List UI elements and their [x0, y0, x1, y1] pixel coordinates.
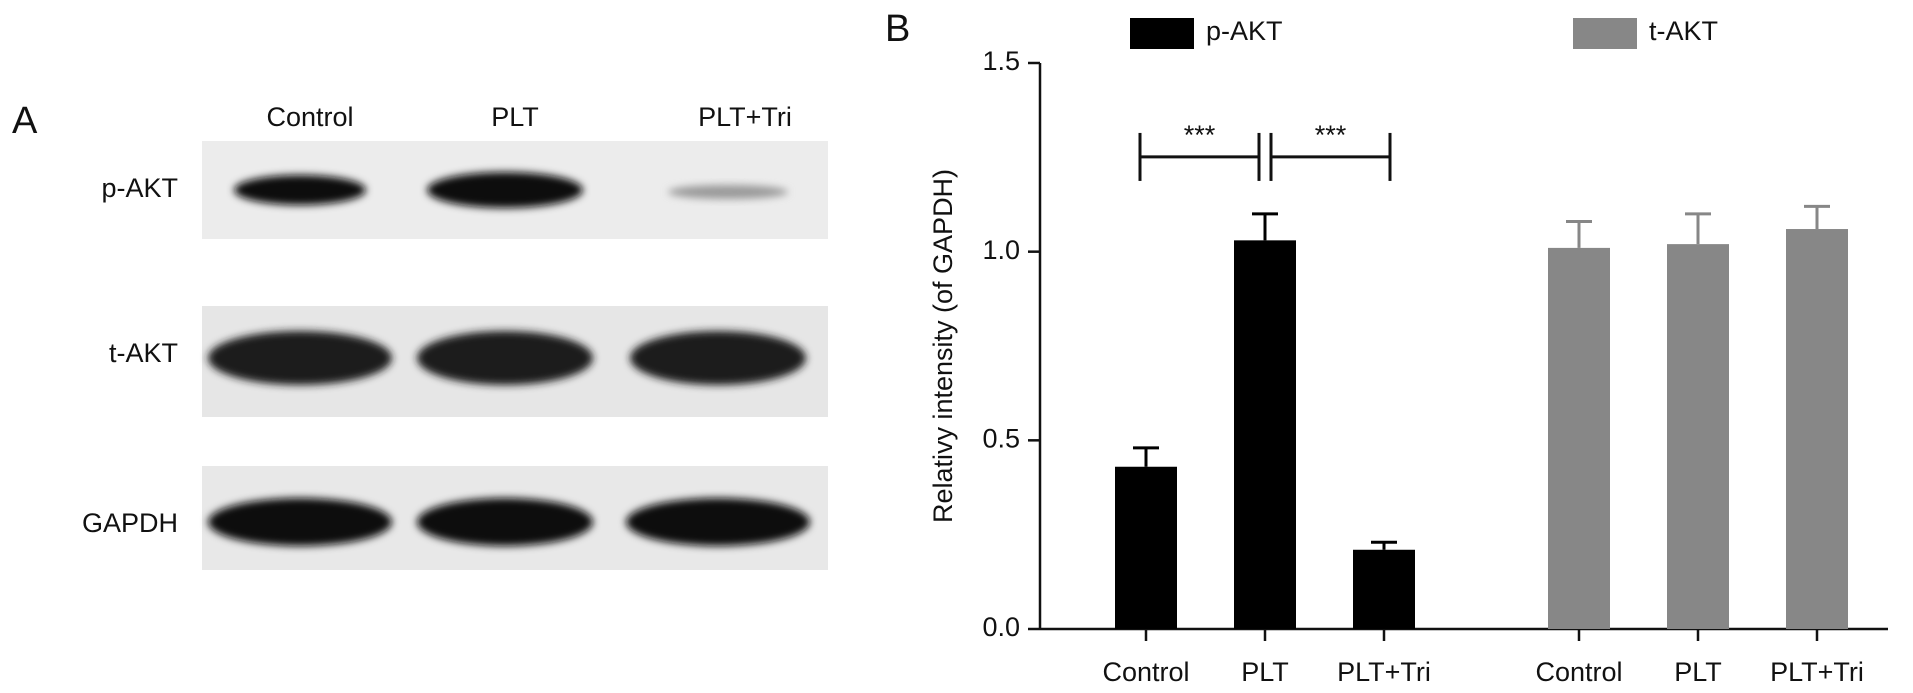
panel-label: A	[12, 100, 38, 142]
bar	[1234, 240, 1296, 629]
legend-swatch	[1130, 18, 1194, 49]
blot	[202, 141, 828, 570]
legend-swatch	[1573, 18, 1637, 49]
x-tick-label: PLT+Tri	[1770, 657, 1864, 687]
legend-label: t-AKT	[1649, 16, 1718, 46]
bar	[1115, 466, 1177, 629]
significance-label: ***	[1315, 120, 1347, 150]
x-tick-label: PLT+Tri	[1337, 657, 1431, 687]
y-tick-label: 0.0	[982, 612, 1020, 642]
x-tick-label: PLT	[1241, 657, 1289, 687]
row-label: GAPDH	[82, 508, 178, 538]
bar	[1353, 549, 1415, 629]
y-tick-label: 0.5	[982, 423, 1020, 453]
y-tick-label: 1.0	[982, 235, 1020, 265]
bar	[1667, 244, 1729, 629]
column-label: PLT	[491, 102, 539, 132]
x-tick-label: Control	[1102, 657, 1189, 687]
legend-label: p-AKT	[1206, 16, 1283, 46]
y-axis-label: Relativy intensity (of GAPDH)	[928, 169, 958, 523]
y-tick-label: 1.5	[982, 46, 1020, 76]
bar	[1548, 247, 1610, 630]
x-tick-label: Control	[1535, 657, 1622, 687]
x-tick-label: PLT	[1674, 657, 1722, 687]
row-label: p-AKT	[101, 173, 178, 203]
bar	[1786, 229, 1848, 629]
column-label: PLT+Tri	[698, 102, 792, 132]
panel-label: B	[885, 8, 910, 50]
column-label: Control	[266, 102, 353, 132]
significance-label: ***	[1184, 120, 1216, 150]
row-label: t-AKT	[109, 338, 178, 368]
